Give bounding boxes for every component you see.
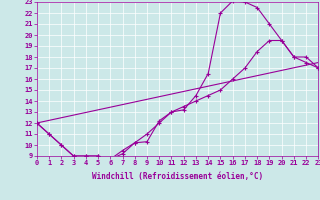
X-axis label: Windchill (Refroidissement éolien,°C): Windchill (Refroidissement éolien,°C) [92,172,263,181]
